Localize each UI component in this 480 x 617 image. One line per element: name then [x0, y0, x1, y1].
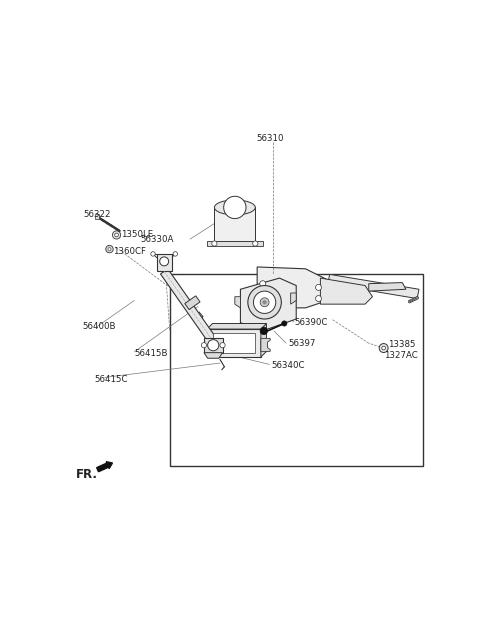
- Polygon shape: [204, 337, 223, 353]
- Circle shape: [252, 241, 258, 246]
- Circle shape: [151, 252, 155, 256]
- Text: 56310: 56310: [256, 134, 284, 143]
- Polygon shape: [328, 275, 419, 299]
- Circle shape: [315, 284, 322, 291]
- Polygon shape: [95, 215, 99, 219]
- Circle shape: [315, 296, 322, 302]
- Polygon shape: [156, 254, 172, 271]
- Circle shape: [224, 196, 246, 218]
- Circle shape: [201, 342, 206, 348]
- Polygon shape: [207, 241, 263, 246]
- Circle shape: [260, 327, 267, 334]
- Circle shape: [260, 281, 266, 287]
- Circle shape: [379, 344, 388, 352]
- Polygon shape: [207, 329, 261, 357]
- Text: 56400B: 56400B: [83, 321, 116, 331]
- Circle shape: [220, 342, 225, 348]
- Circle shape: [260, 298, 269, 307]
- Polygon shape: [215, 207, 255, 241]
- Polygon shape: [321, 278, 372, 304]
- Circle shape: [382, 346, 385, 350]
- Circle shape: [208, 339, 219, 351]
- Circle shape: [412, 298, 415, 301]
- Polygon shape: [369, 283, 406, 291]
- Ellipse shape: [215, 200, 255, 215]
- Text: 56397: 56397: [289, 339, 316, 348]
- Text: 56330A: 56330A: [140, 234, 173, 244]
- Circle shape: [282, 321, 287, 326]
- Text: 13385: 13385: [388, 340, 416, 349]
- Bar: [170, 275, 423, 466]
- Polygon shape: [235, 297, 240, 308]
- Text: 56340C: 56340C: [271, 361, 305, 370]
- Polygon shape: [261, 323, 266, 357]
- Text: 1327AC: 1327AC: [384, 351, 418, 360]
- Text: 56415C: 56415C: [95, 375, 128, 384]
- Circle shape: [248, 286, 281, 319]
- Polygon shape: [261, 338, 270, 352]
- Polygon shape: [207, 323, 266, 329]
- Text: 1350LE: 1350LE: [120, 230, 153, 239]
- Circle shape: [414, 297, 417, 300]
- Circle shape: [408, 300, 411, 303]
- Text: FR.: FR.: [76, 468, 98, 481]
- Polygon shape: [204, 353, 223, 358]
- Polygon shape: [240, 278, 296, 330]
- Text: 56322: 56322: [84, 210, 111, 218]
- Polygon shape: [257, 267, 328, 308]
- Circle shape: [160, 257, 168, 266]
- Polygon shape: [185, 296, 200, 310]
- Circle shape: [212, 241, 217, 246]
- Polygon shape: [160, 269, 217, 344]
- Circle shape: [260, 292, 266, 298]
- Circle shape: [410, 299, 413, 302]
- Polygon shape: [291, 293, 296, 304]
- Text: 56390C: 56390C: [294, 318, 328, 326]
- FancyArrow shape: [96, 462, 112, 472]
- Circle shape: [173, 252, 178, 256]
- Text: 56415B: 56415B: [134, 349, 168, 358]
- Circle shape: [416, 296, 419, 299]
- Circle shape: [115, 233, 119, 237]
- Circle shape: [108, 247, 111, 251]
- Circle shape: [106, 246, 113, 253]
- Text: 1360CF: 1360CF: [113, 247, 146, 256]
- Bar: [213, 333, 255, 354]
- Circle shape: [253, 291, 276, 313]
- Circle shape: [263, 300, 266, 304]
- Circle shape: [112, 231, 120, 239]
